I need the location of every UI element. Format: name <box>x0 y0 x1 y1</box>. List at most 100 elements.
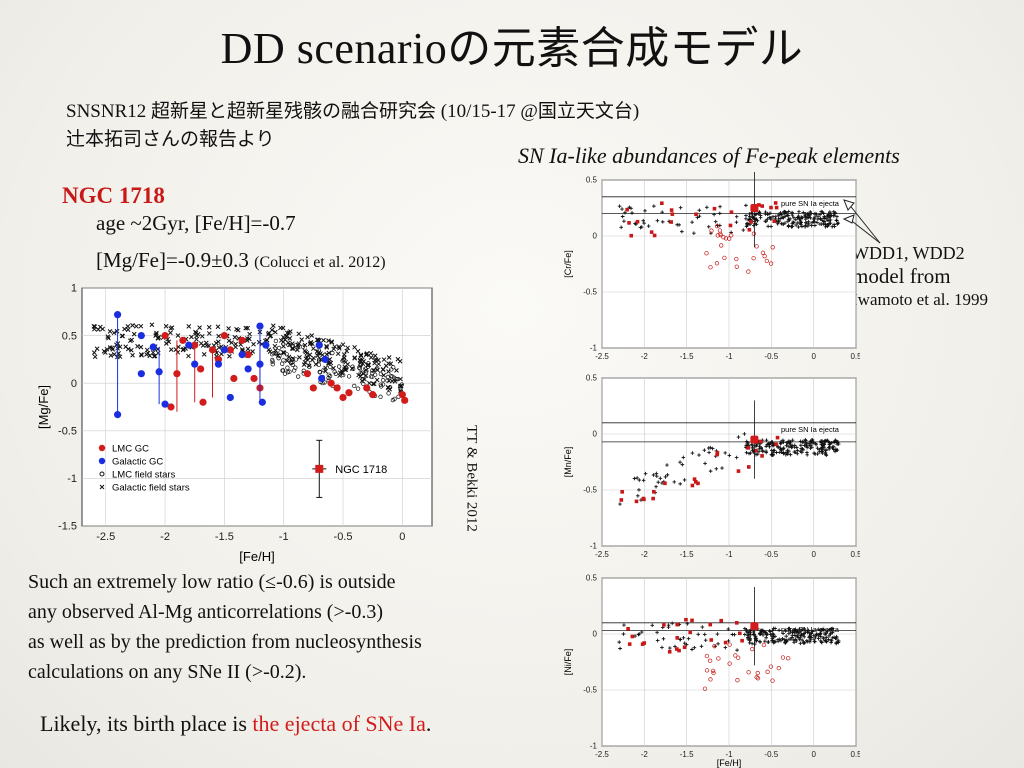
galactic-field-star <box>372 358 378 363</box>
galactic-field-star <box>690 451 695 455</box>
galactic-field-star <box>641 478 646 483</box>
galactic-field-star <box>310 346 316 351</box>
annotation-pure-sn-ia: pure SN Ia ejecta <box>781 199 840 208</box>
lmc-star-square <box>675 647 679 651</box>
lmc-field-star <box>364 369 369 374</box>
lmc-gc-point <box>327 379 335 387</box>
galactic-field-star <box>819 209 823 214</box>
galactic-field-star <box>810 629 815 634</box>
galactic-field-star <box>706 224 711 229</box>
x-tick-label: -1.5 <box>215 531 234 543</box>
galactic-field-star <box>201 352 207 357</box>
lmc-field-star <box>293 365 298 370</box>
slide-title: DD scenarioの元素合成モデル <box>220 24 804 73</box>
galactic-field-star <box>315 337 321 343</box>
galactic-gc-point <box>256 322 264 330</box>
lmc-star-circle <box>754 244 759 249</box>
galactic-field-star <box>134 323 139 329</box>
galactic-field-star <box>791 638 796 642</box>
galactic-field-star <box>761 628 765 633</box>
galactic-field-star <box>797 627 802 632</box>
galactic-field-star <box>323 365 328 371</box>
galactic-field-star <box>101 348 107 354</box>
galactic-field-star <box>696 632 701 637</box>
galactic-field-star <box>716 642 720 646</box>
galactic-field-star <box>768 629 772 634</box>
galactic-field-star <box>833 636 838 640</box>
galactic-field-star <box>131 331 137 337</box>
galactic-field-star <box>836 640 841 645</box>
ngc1718-chart-label: NGC 1718 <box>335 464 387 476</box>
galactic-field-star <box>770 636 775 641</box>
lmc-field-star <box>278 350 283 355</box>
x-tick-label: -2.5 <box>595 352 609 361</box>
lmc-gc-point <box>339 393 347 402</box>
mgfe-reference: (Colucci et al. 2012) <box>254 254 386 271</box>
x-tick-label: -2 <box>641 352 649 361</box>
galactic-field-star <box>710 446 715 451</box>
galactic-field-star <box>672 480 677 484</box>
galactic-field-star <box>827 442 832 447</box>
galactic-field-star <box>186 323 192 329</box>
lmc-field-star <box>399 382 404 387</box>
galactic-field-star <box>758 215 763 220</box>
galactic-field-star <box>680 229 684 234</box>
galactic-field-star <box>770 440 775 444</box>
lmc-star-circle <box>719 243 724 248</box>
galactic-field-star <box>700 625 705 629</box>
galactic-field-star <box>798 449 803 454</box>
lmc-star-square <box>627 642 632 646</box>
para-line-3: as well as by the prediction from nucleo… <box>28 631 422 653</box>
galactic-gc-point <box>220 346 228 354</box>
galactic-field-star <box>726 627 731 631</box>
lmc-gc-point <box>191 341 199 349</box>
galactic-field-star <box>777 212 781 217</box>
lmc-field-star <box>341 372 346 378</box>
lmc-field-star <box>296 374 301 379</box>
lmc-field-star <box>392 396 397 402</box>
galactic-field-star <box>824 448 828 453</box>
galactic-field-star <box>827 447 831 451</box>
lmc-field-star <box>386 391 391 396</box>
lmc-field-star <box>276 345 282 351</box>
lmc-star-circle <box>729 233 734 238</box>
galactic-gc-point <box>244 365 252 373</box>
galactic-field-star <box>267 333 273 339</box>
galactic-field-star <box>304 350 310 356</box>
galactic-field-star <box>793 217 798 222</box>
galactic-field-star <box>712 212 716 217</box>
lmc-star-square <box>677 648 681 653</box>
lmc-star-circle <box>736 655 741 660</box>
galactic-field-star <box>301 362 307 367</box>
lmc-field-star <box>330 350 335 356</box>
lmc-star-square <box>662 623 666 627</box>
lmc-field-star <box>277 353 282 359</box>
galactic-field-star <box>779 450 784 454</box>
lmc-star-square <box>747 227 752 232</box>
lmc-star-circle <box>761 642 767 648</box>
galactic-field-star <box>825 216 829 221</box>
galactic-field-star <box>773 626 777 631</box>
galactic-field-star <box>827 634 831 638</box>
galactic-field-star <box>775 222 780 226</box>
galactic-field-star <box>245 325 250 331</box>
galactic-field-star <box>806 224 810 228</box>
galactic-field-star <box>617 204 622 208</box>
lmc-gc-point <box>333 384 341 392</box>
galactic-field-star <box>619 225 623 230</box>
galactic-field-star <box>767 445 772 449</box>
galactic-field-star <box>226 326 231 331</box>
galactic-field-star <box>818 216 823 221</box>
galactic-field-star <box>622 623 626 627</box>
lmc-field-star <box>332 369 337 374</box>
lmc-field-star <box>378 394 383 399</box>
galactic-gc-point <box>315 341 323 349</box>
x-tick-label: -2.5 <box>595 750 609 759</box>
lmc-star-circle <box>714 261 720 266</box>
galactic-field-star <box>790 211 794 216</box>
galactic-field-star <box>743 632 747 637</box>
galactic-field-star <box>637 488 641 492</box>
galactic-gc-point <box>321 355 329 363</box>
galactic-field-star <box>812 639 817 644</box>
x-tick-label: -1.5 <box>680 550 694 559</box>
